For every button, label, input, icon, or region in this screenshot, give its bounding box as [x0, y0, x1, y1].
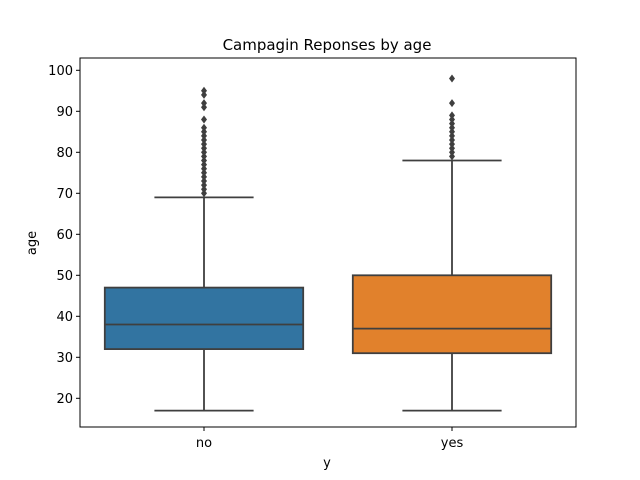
outlier-point [449, 99, 455, 108]
outlier-point [449, 144, 455, 153]
axes-frame [79, 57, 577, 428]
y-tick-label: 100 [48, 64, 73, 79]
outlier-point [201, 168, 207, 177]
x-axis-label: y [323, 456, 331, 471]
outlier-point [449, 127, 455, 136]
outlier-point [201, 164, 207, 173]
outlier-point [201, 181, 207, 190]
outlier-point [201, 103, 207, 112]
y-tick-label: 20 [56, 392, 73, 407]
y-tick-label: 80 [56, 146, 73, 161]
x-tick-label: no [196, 436, 212, 451]
outlier-point [201, 136, 207, 144]
chart-title: Campagin Reponses by age [223, 36, 432, 54]
outlier-point [201, 172, 207, 181]
outlier-point [449, 111, 455, 120]
outlier-point [449, 152, 455, 161]
outlier-point [449, 123, 455, 132]
y-tick-label: 60 [56, 228, 73, 243]
outlier-point [201, 127, 207, 136]
outlier-point [201, 123, 207, 132]
outlier-point [201, 189, 207, 198]
outlier-point [449, 74, 455, 83]
outlier-point [201, 160, 207, 169]
outlier-point [201, 185, 207, 194]
outlier-point [201, 131, 207, 140]
outlier-point [449, 140, 455, 149]
outlier-point [449, 131, 455, 140]
outlier-point [201, 99, 207, 108]
outlier-point [449, 136, 455, 144]
box-no [103, 286, 305, 351]
y-axis-label: age [25, 231, 40, 255]
outlier-point [201, 90, 207, 99]
outlier-point [201, 152, 207, 161]
outlier-point [201, 86, 207, 95]
y-tick-label: 40 [56, 310, 73, 325]
plot-area: 20 30 40 50 60 70 80 90 100 no yes [48, 57, 577, 451]
outlier-point [449, 115, 455, 124]
box-yes [351, 274, 553, 355]
outlier-point [201, 156, 207, 165]
y-tick-label: 70 [56, 187, 73, 202]
x-tick-label: yes [441, 436, 464, 451]
y-tick-label: 50 [56, 269, 73, 284]
outlier-point [201, 177, 207, 185]
outlier-point [201, 148, 207, 157]
y-tick-label: 90 [56, 105, 73, 120]
outlier-point [449, 148, 455, 157]
outlier-point [201, 140, 207, 149]
outlier-point [449, 119, 455, 128]
y-tick-label: 30 [56, 351, 73, 366]
outlier-point [201, 144, 207, 153]
outlier-point [201, 115, 207, 124]
